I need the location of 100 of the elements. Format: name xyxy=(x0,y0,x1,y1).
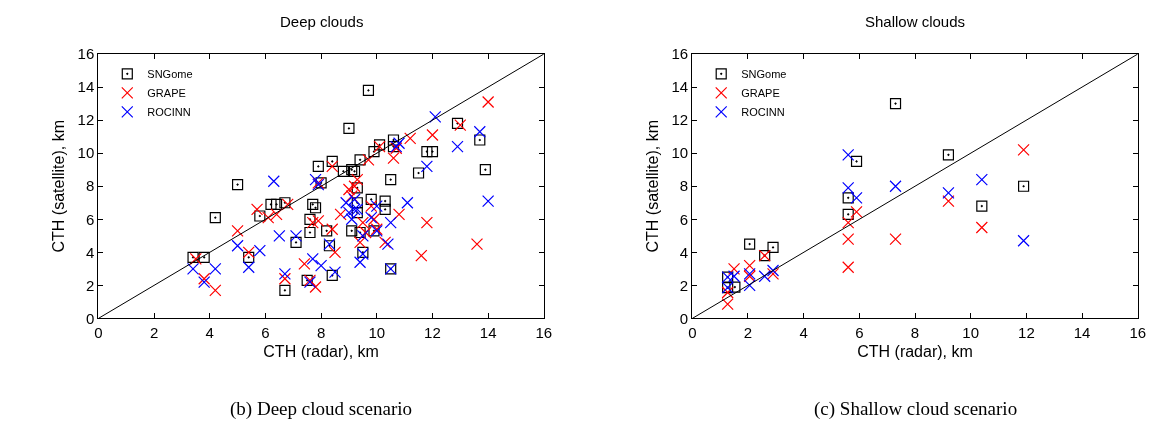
chart-title: Deep clouds xyxy=(280,13,364,30)
point xyxy=(889,180,902,193)
y-tick-label: 6 xyxy=(85,210,95,228)
point xyxy=(307,198,319,211)
point xyxy=(379,203,391,215)
point xyxy=(729,281,741,293)
y-tick-label: 2 xyxy=(679,276,689,294)
point xyxy=(429,110,442,123)
point xyxy=(412,167,425,179)
point xyxy=(850,205,863,218)
point xyxy=(301,274,313,287)
y-axis-title: CTH (satellite), km xyxy=(644,120,662,253)
point xyxy=(387,134,400,146)
point xyxy=(231,224,244,237)
point xyxy=(370,199,383,213)
point xyxy=(209,284,222,297)
point xyxy=(298,257,311,271)
point xyxy=(767,241,779,253)
x-tick-label: 14 xyxy=(1073,323,1091,341)
point xyxy=(304,226,316,239)
point xyxy=(384,216,397,229)
point xyxy=(186,262,200,275)
point xyxy=(842,261,855,274)
x-tick-label: 10 xyxy=(368,323,386,341)
point xyxy=(309,173,322,186)
point xyxy=(342,206,356,219)
point xyxy=(976,200,988,212)
x-tick-label: 4 xyxy=(799,323,808,341)
point xyxy=(368,145,380,158)
point xyxy=(975,221,988,234)
point xyxy=(721,297,734,311)
legend-label: GRAPE xyxy=(147,87,186,100)
point xyxy=(326,269,338,282)
point xyxy=(1017,180,1030,192)
point xyxy=(250,203,264,216)
point xyxy=(242,246,255,259)
legend-label: ROCINN xyxy=(741,106,785,119)
y-tick-label: 10 xyxy=(671,144,689,162)
point xyxy=(243,251,255,263)
point xyxy=(351,173,364,186)
point xyxy=(342,183,356,196)
y-tick-label: 8 xyxy=(679,177,689,195)
point xyxy=(727,262,741,275)
x-tick-label: 6 xyxy=(855,323,864,341)
point xyxy=(278,272,292,285)
y-tick-label: 16 xyxy=(671,45,689,63)
point xyxy=(354,154,366,166)
point xyxy=(328,246,342,259)
point xyxy=(842,233,855,246)
y-tick-label: 0 xyxy=(679,309,689,327)
x-tick-label: 2 xyxy=(149,323,159,341)
x-tick-label: 14 xyxy=(479,323,497,341)
point xyxy=(198,251,210,263)
point xyxy=(365,193,377,206)
point xyxy=(351,197,363,209)
point xyxy=(842,216,855,229)
point xyxy=(312,214,325,228)
point xyxy=(343,122,355,135)
legend-label: GRAPE xyxy=(741,87,780,100)
point xyxy=(351,207,363,219)
point xyxy=(242,261,255,274)
point xyxy=(362,153,375,166)
x-tick-label: 6 xyxy=(261,323,270,341)
point xyxy=(304,213,316,225)
point xyxy=(420,216,433,229)
point xyxy=(470,237,484,251)
point xyxy=(270,198,283,211)
point xyxy=(326,223,339,236)
x-tick-label: 16 xyxy=(535,323,553,341)
y-tick-label: 10 xyxy=(77,144,95,162)
x-tick-label: 8 xyxy=(316,323,326,341)
y-tick-label: 14 xyxy=(671,78,689,96)
point xyxy=(975,173,988,186)
point xyxy=(744,238,756,250)
y-tick-label: 14 xyxy=(77,78,95,96)
point xyxy=(306,252,319,266)
point xyxy=(309,202,322,214)
point xyxy=(850,155,863,168)
point xyxy=(290,236,302,249)
point xyxy=(942,195,955,208)
legend-label: SNGome xyxy=(741,68,787,81)
point xyxy=(379,195,391,207)
point xyxy=(209,262,222,275)
y-tick-label: 4 xyxy=(679,243,689,261)
y-tick-label: 0 xyxy=(85,309,95,327)
point xyxy=(482,195,495,208)
point xyxy=(312,160,324,173)
point xyxy=(889,233,902,246)
point xyxy=(842,192,854,204)
chart-title: Shallow clouds xyxy=(865,13,966,30)
point xyxy=(474,134,486,146)
legend-label: SNGome xyxy=(147,68,193,81)
point xyxy=(850,191,863,204)
x-axis-title: CTH (radar), km xyxy=(857,343,973,361)
point xyxy=(279,284,291,296)
point xyxy=(198,275,211,289)
text: (b) Deep cloud scenario xyxy=(230,398,413,420)
point xyxy=(306,216,319,229)
x-tick-label: 8 xyxy=(910,323,920,341)
y-tick-label: 8 xyxy=(85,177,95,195)
